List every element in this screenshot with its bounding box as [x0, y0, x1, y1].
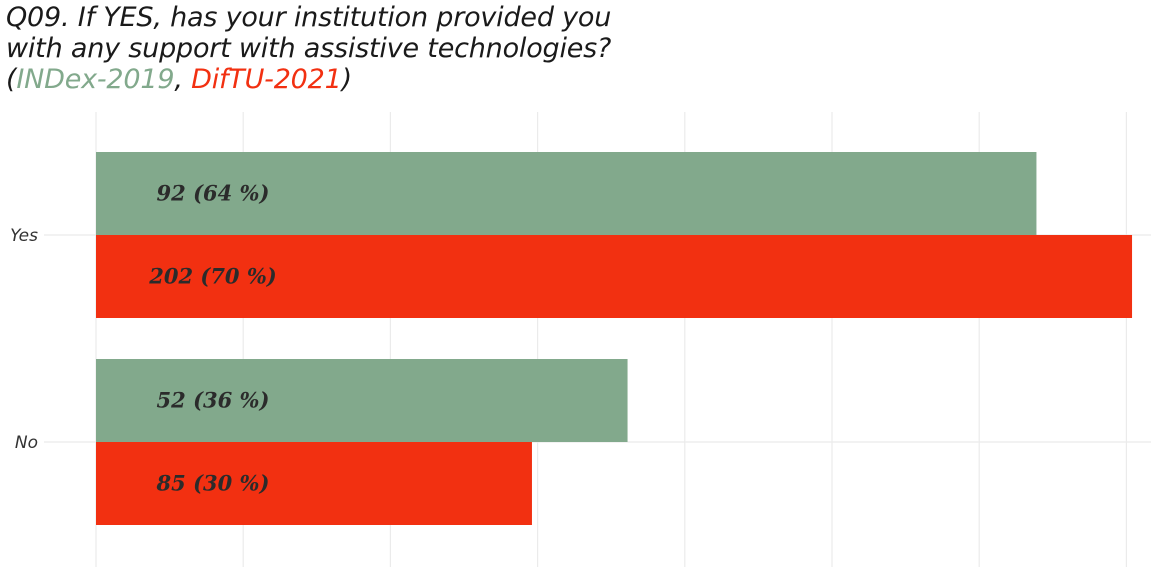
chart-title: Q09. If YES, has your institution provid…: [6, 2, 611, 95]
data-label: 202 (70 %): [148, 264, 277, 289]
title-close-paren: ): [341, 64, 353, 95]
bars: [96, 152, 1133, 525]
title-separator: ,: [174, 64, 192, 95]
y-axis-tick-labels: Yes No: [10, 226, 38, 453]
data-label: 52 (36 %): [157, 388, 270, 413]
legend-series-diftu-2021: DifTU-2021: [191, 64, 342, 95]
title-line-1: Q09. If YES, has your institution provid…: [6, 2, 612, 33]
data-label: 92 (64 %): [157, 181, 270, 206]
title-open-paren: (: [6, 64, 17, 95]
category-label-no: No: [15, 433, 38, 453]
data-labels: 92 (64 %) 202 (70 %) 52 (36 %) 85 (30 %): [148, 181, 277, 496]
bar-yes-index-2019: [96, 152, 1037, 235]
title-line-2: with any support with assistive technolo…: [6, 33, 612, 64]
legend-series-index-2019: INDex-2019: [16, 64, 175, 95]
title-line-3: (INDex-2019, DifTU-2021): [6, 64, 611, 95]
bar-no-index-2019: [96, 359, 628, 442]
category-label-yes: Yes: [10, 226, 38, 246]
bar-no-diftu-2021: [96, 442, 532, 525]
bar-yes-diftu-2021: [96, 235, 1133, 318]
data-label: 85 (30 %): [156, 471, 270, 496]
